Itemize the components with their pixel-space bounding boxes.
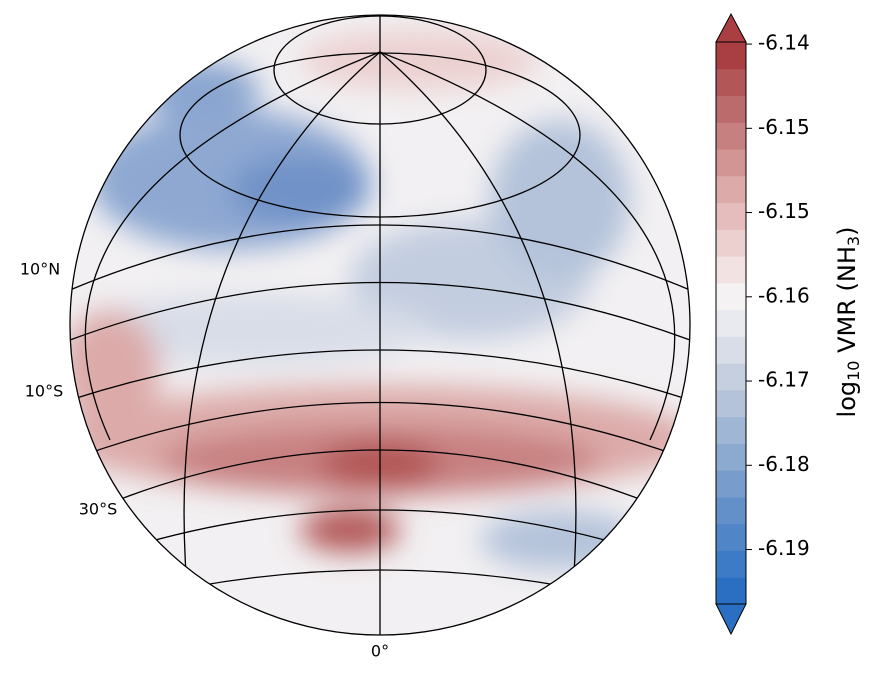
graticule	[69, 14, 691, 636]
colorbar-tick-label: -6.15	[758, 199, 810, 223]
colorbar-band	[716, 68, 746, 97]
colorbar-band	[716, 550, 746, 578]
colorbar-band	[716, 229, 746, 257]
colorbar-band	[716, 443, 746, 471]
colorbar-frame	[715, 41, 747, 605]
colorbar-band	[716, 523, 746, 551]
colorbar-tick-label: -6.14	[758, 31, 810, 55]
lat-label: 10°S	[25, 382, 64, 401]
colorbar-band	[716, 149, 746, 177]
colorbar-extend-low	[715, 603, 747, 636]
colorbar-band	[716, 336, 746, 364]
colorbar-band	[716, 389, 746, 418]
lat-label: 30°S	[79, 500, 118, 519]
colorbar-label: log10 VMR (NH3)	[833, 227, 863, 418]
lon-label: 0°	[371, 642, 389, 661]
colorbar-band	[716, 95, 746, 123]
colorbar-band	[716, 416, 746, 444]
colorbar-band	[716, 175, 746, 204]
colorbar-band	[716, 470, 746, 498]
colorbar-band	[716, 42, 746, 70]
colorbar-band	[716, 256, 746, 284]
colorbar-tick-label: -6.16	[758, 283, 810, 307]
colorbar-band	[716, 282, 746, 311]
colorbar-tick-label: -6.18	[758, 452, 810, 476]
colorbar: -6.14 -6.15 -6.15 -6.16 -6.17 -6.18 -6.19	[715, 12, 810, 636]
colorbar-extend-high	[715, 12, 747, 43]
colorbar-band	[716, 496, 746, 525]
colorbar-band	[716, 122, 746, 150]
colorbar-tick-label: -6.19	[758, 536, 810, 560]
colorbar-band	[716, 577, 746, 605]
colorbar-band	[716, 363, 746, 391]
colorbar-band	[716, 309, 746, 337]
colorbar-tick-label: -6.17	[758, 368, 810, 392]
colorbar-band	[716, 202, 746, 230]
lat-label: 10°N	[20, 260, 60, 279]
colorbar-tick-label: -6.15	[758, 115, 810, 139]
